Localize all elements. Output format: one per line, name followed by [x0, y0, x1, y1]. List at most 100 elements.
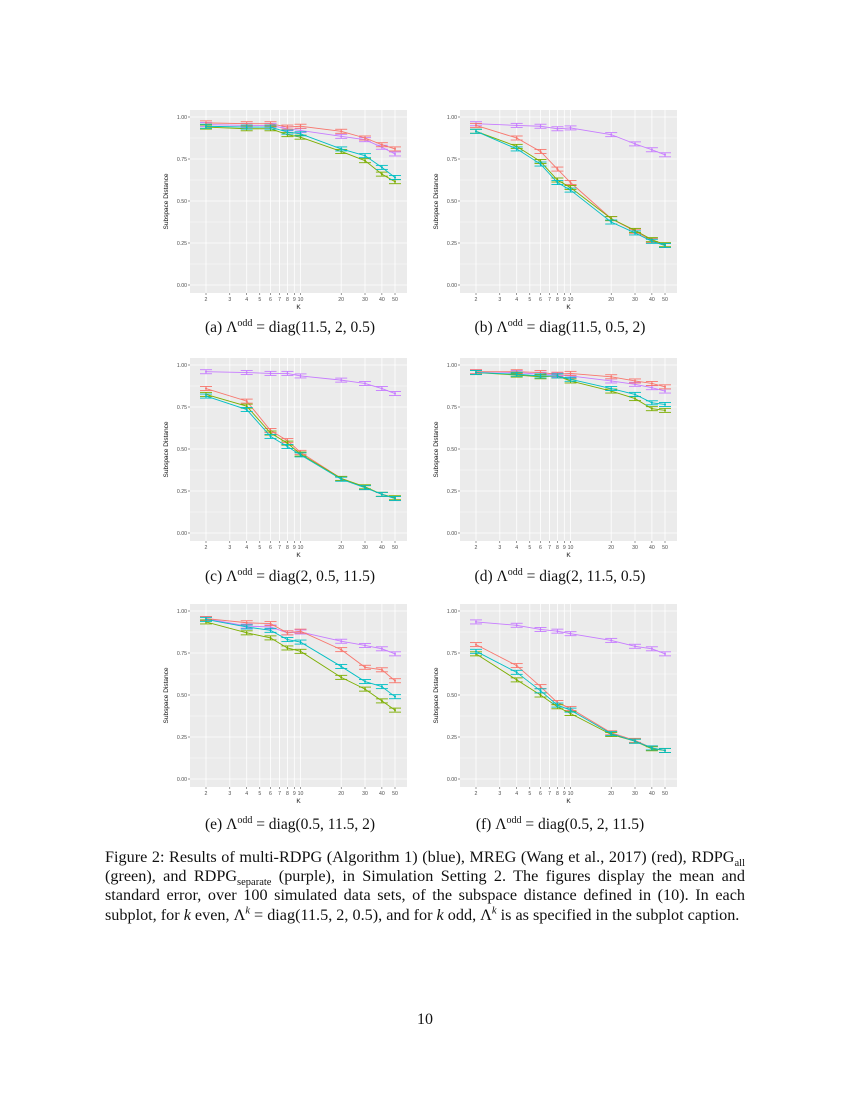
data-point	[286, 631, 289, 634]
x-tick-label: 4	[245, 791, 248, 797]
data-point	[664, 749, 666, 752]
y-axis-label: Subspace Distance	[163, 421, 170, 477]
x-tick-label: 4	[515, 297, 518, 303]
data-point	[299, 132, 302, 135]
x-tick-label: 10	[298, 545, 304, 551]
data-point	[569, 712, 572, 715]
data-point	[650, 407, 653, 410]
caption-text: (green), and RDPG	[105, 867, 238, 886]
x-tick-label: 2	[475, 791, 478, 797]
plot-panel	[190, 110, 407, 293]
data-point	[539, 125, 542, 128]
caption-superscript: k	[491, 905, 497, 917]
data-point	[664, 409, 666, 412]
x-tick-label: 30	[362, 791, 368, 797]
lambda-symbol: Λ	[496, 568, 508, 586]
data-point	[299, 125, 302, 128]
data-point	[340, 640, 343, 643]
data-point	[650, 148, 653, 151]
data-point	[569, 126, 572, 129]
series-0	[200, 369, 401, 397]
x-tick-label: 50	[392, 545, 398, 551]
data-point	[569, 632, 572, 635]
data-point	[634, 383, 637, 386]
subplot-label: (b)	[474, 319, 493, 337]
data-point	[340, 379, 343, 382]
data-point	[380, 166, 383, 169]
data-point	[556, 374, 559, 377]
y-tick-label: 0.25	[177, 489, 187, 495]
superscript: odd	[506, 815, 522, 826]
series-1	[200, 616, 401, 684]
lambda-symbol: Λ	[496, 319, 508, 337]
x-tick-label: 30	[362, 297, 368, 303]
data-point	[269, 629, 272, 632]
data-point	[380, 173, 383, 176]
data-point	[650, 401, 653, 404]
x-tick-label: 6	[539, 545, 542, 551]
caption-text: is as specified in the subplot caption.	[496, 905, 740, 924]
superscript: odd	[237, 318, 253, 329]
series-3	[200, 616, 401, 700]
y-tick-label: 0.25	[447, 489, 457, 495]
data-point	[515, 678, 518, 681]
subplot-expression: = diag(11.5, 2, 0.5)	[256, 319, 375, 337]
x-tick-label: 2	[475, 297, 478, 303]
caption-math: k	[436, 905, 444, 924]
data-point	[245, 122, 248, 125]
y-tick-label: 0.75	[177, 157, 187, 163]
y-tick-label: 0.00	[177, 283, 187, 289]
x-tick-label: 30	[362, 545, 368, 551]
chart-svg: 0.00 0.25 0.50 0.75 1.00 2 3 4 5 6 7 8 9 10 20 30 40 50 K S…	[433, 604, 677, 805]
data-point	[475, 371, 477, 374]
data-point	[634, 142, 637, 145]
x-tick-label: 40	[379, 545, 385, 551]
x-tick-label: 50	[392, 297, 398, 303]
data-point	[245, 408, 248, 411]
x-tick-label: 40	[379, 297, 385, 303]
lambda-symbol: Λ	[495, 816, 507, 834]
y-tick-label: 0.25	[447, 241, 457, 247]
data-point	[394, 180, 396, 183]
data-point	[610, 379, 613, 382]
x-tick-label: 6	[539, 297, 542, 303]
data-point	[515, 664, 518, 667]
data-point	[269, 622, 272, 625]
subplot-label: (e)	[204, 816, 223, 834]
x-axis-label: K	[296, 798, 301, 805]
data-point	[610, 732, 613, 735]
y-tick-label: 0.50	[177, 693, 187, 699]
series-2	[200, 619, 401, 713]
data-point	[394, 497, 396, 500]
series-3	[200, 123, 401, 180]
y-tick-label: 0.25	[447, 735, 457, 741]
x-tick-label: 5	[258, 297, 261, 303]
caption-superscript: k	[245, 905, 250, 917]
data-point	[610, 639, 613, 642]
x-axis-label: K	[296, 552, 301, 559]
x-tick-label: 20	[338, 297, 344, 303]
subplot-label: (a)	[204, 319, 223, 337]
data-point	[394, 152, 396, 155]
chart-svg: 0.00 0.25 0.50 0.75 1.00 2 3 4 5 6 7 8 9 10 20 30 40 50 K S…	[163, 604, 407, 805]
x-tick-label: 8	[556, 791, 559, 797]
x-tick-label: 3	[228, 297, 231, 303]
x-tick-label: 5	[528, 545, 531, 551]
x-tick-label: 30	[632, 791, 638, 797]
x-tick-label: 4	[515, 545, 518, 551]
x-tick-label: 8	[286, 297, 289, 303]
superscript: odd	[237, 815, 253, 826]
y-tick-label: 0.00	[447, 531, 457, 537]
plot-panel	[190, 604, 407, 787]
x-tick-label: 40	[649, 791, 655, 797]
data-point	[539, 371, 542, 374]
data-point	[299, 453, 302, 456]
subplot-expression: = diag(2, 0.5, 11.5)	[256, 568, 375, 586]
y-tick-label: 0.00	[177, 777, 187, 783]
y-tick-label: 0.25	[177, 241, 187, 247]
x-tick-label: 8	[286, 791, 289, 797]
data-point	[286, 372, 289, 375]
data-point	[380, 387, 383, 390]
y-tick-label: 0.00	[177, 531, 187, 537]
chart-c: 0.00 0.25 0.50 0.75 1.00 2 3 4 5 6 7 8 9 10 20 30 40 50 K S…	[160, 358, 420, 563]
